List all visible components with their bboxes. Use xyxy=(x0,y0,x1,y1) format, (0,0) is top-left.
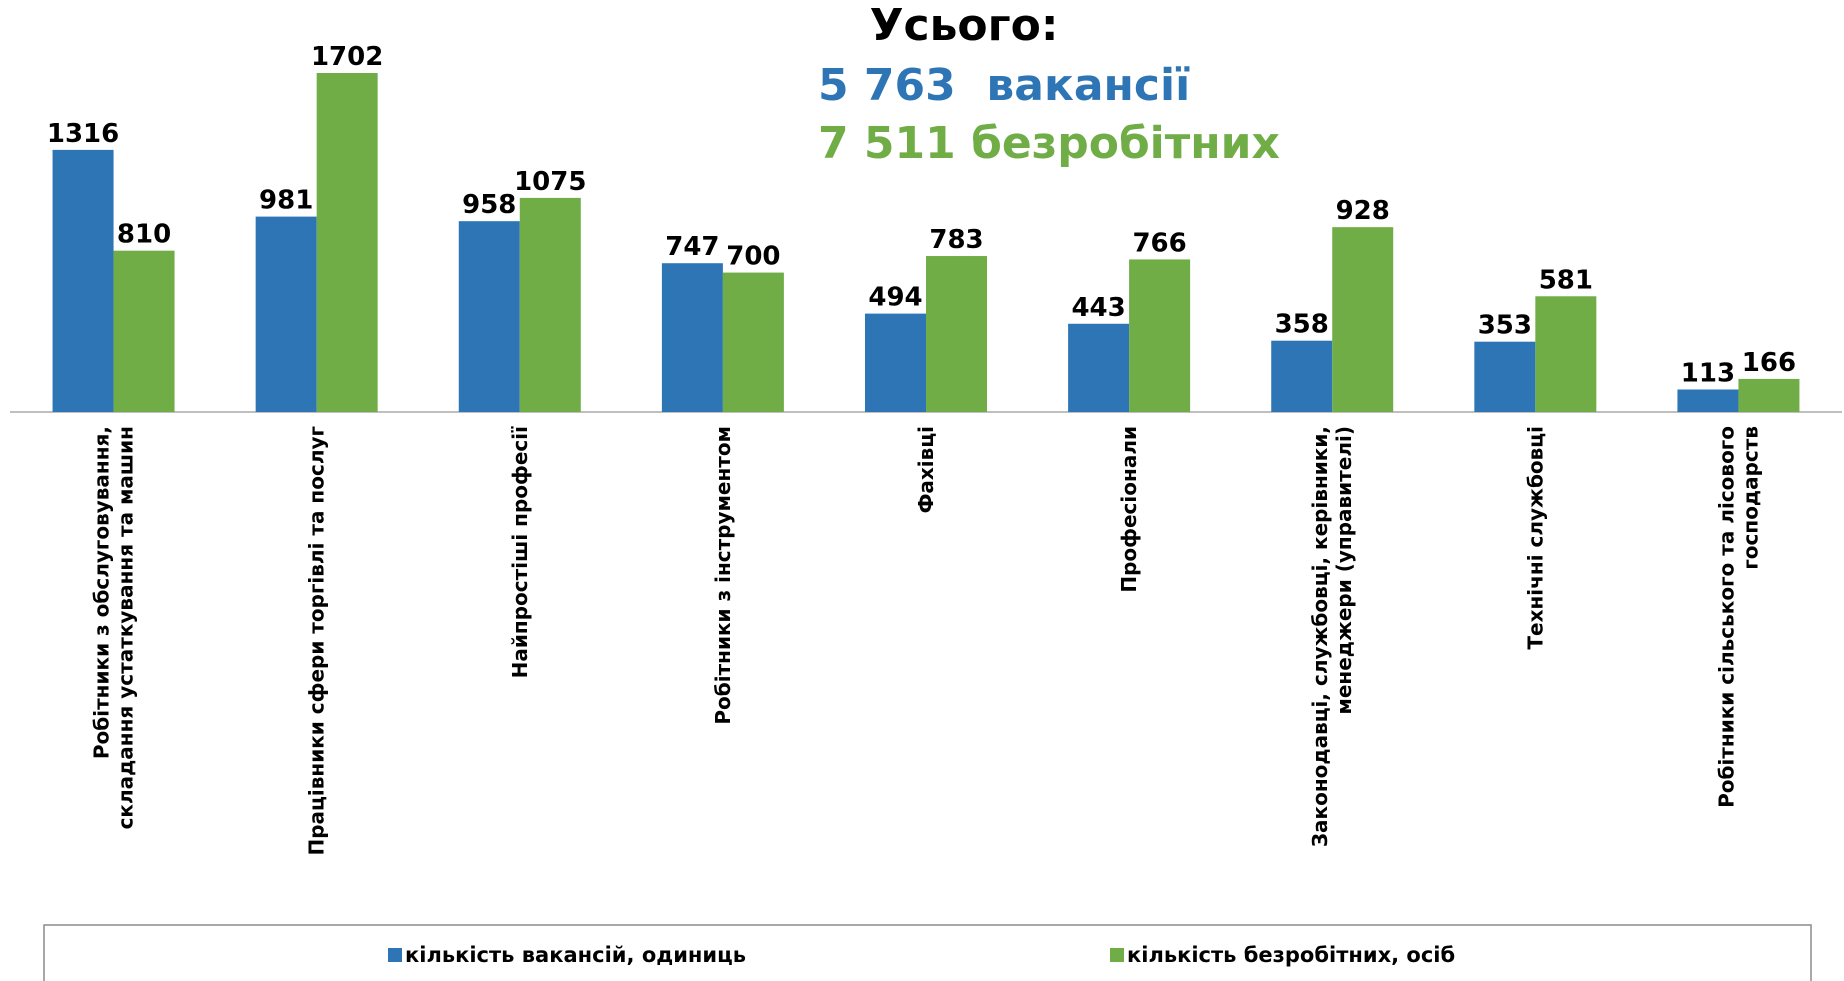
bar xyxy=(1332,227,1394,412)
data-label: 1316 xyxy=(47,119,119,149)
bar xyxy=(865,313,926,412)
data-label: 766 xyxy=(1132,228,1186,258)
data-label: 981 xyxy=(259,186,313,216)
data-label: 958 xyxy=(462,190,516,220)
bar xyxy=(661,263,723,412)
data-label: 1075 xyxy=(514,167,586,197)
data-label: 1702 xyxy=(311,42,383,72)
x-tick-label: Фахівці xyxy=(914,426,938,513)
data-label: 783 xyxy=(929,225,983,255)
x-tick-label: Законодавці, службовці, керівники,менедж… xyxy=(1308,426,1356,847)
total-title: Усього: xyxy=(870,0,1059,51)
bar xyxy=(1738,378,1800,412)
x-tick-label: Робітники з обслуговування,складання уст… xyxy=(90,426,138,829)
data-label: 113 xyxy=(1681,358,1735,388)
x-tick-label: Професіонали xyxy=(1117,426,1141,593)
data-label: 747 xyxy=(665,232,719,262)
data-label: 581 xyxy=(1539,265,1593,295)
legend-marker xyxy=(1110,948,1124,962)
bar xyxy=(113,250,175,412)
bar xyxy=(1271,340,1333,412)
x-tick-label: Робітники з інструментом xyxy=(711,426,735,725)
total-vacancies: 5 763 вакансії xyxy=(818,60,1190,111)
data-label: 810 xyxy=(117,220,171,250)
legend-label: кількість безробітних, осіб xyxy=(1127,943,1455,967)
bar xyxy=(722,272,784,412)
bar xyxy=(1535,296,1597,412)
bar xyxy=(458,221,520,412)
data-label: 928 xyxy=(1336,196,1390,226)
data-label: 700 xyxy=(726,242,780,272)
x-tick-label: Робітники сільського та лісовогогосподар… xyxy=(1714,426,1762,808)
bar xyxy=(316,73,378,412)
bar xyxy=(1677,389,1739,412)
bar xyxy=(519,197,581,412)
legend-label: кількість вакансій, одиниць xyxy=(405,943,746,967)
bar xyxy=(52,149,114,412)
bar xyxy=(926,256,987,412)
data-label: 358 xyxy=(1275,310,1329,340)
bar xyxy=(1474,341,1536,412)
data-label: 494 xyxy=(868,283,922,313)
data-label: 443 xyxy=(1071,293,1125,323)
data-label: 353 xyxy=(1478,311,1532,341)
bar xyxy=(255,216,317,412)
x-tick-label: Працівники сфери торгівлі та послуг xyxy=(305,426,329,856)
data-label: 166 xyxy=(1742,348,1796,378)
x-tick-label: Технічні службовці xyxy=(1523,426,1547,650)
bar xyxy=(1129,259,1191,412)
x-tick-label: Найпростіші професії xyxy=(508,426,532,678)
total-unemployed: 7 511 безробітних xyxy=(818,118,1280,169)
bar xyxy=(1068,323,1130,412)
legend-box xyxy=(43,924,1812,981)
legend-marker xyxy=(388,948,402,962)
